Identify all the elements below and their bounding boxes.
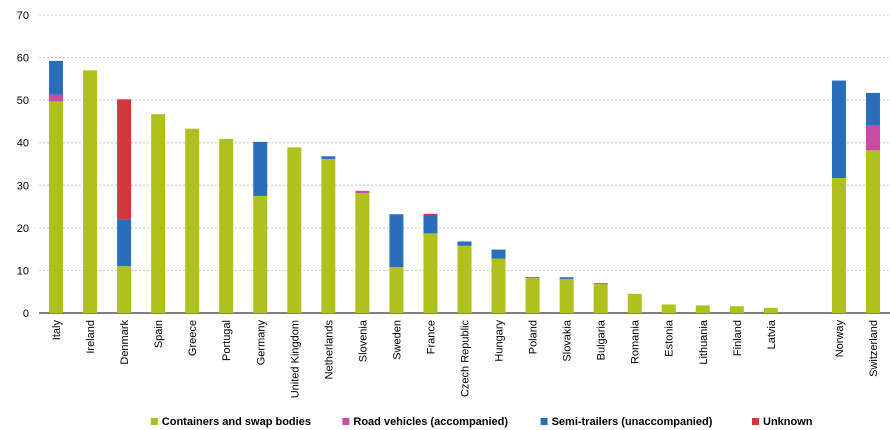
x-tick-label: Slovenia xyxy=(357,319,369,362)
bar-segment xyxy=(423,215,438,234)
bar-segment xyxy=(321,158,336,313)
bar-segment xyxy=(593,283,608,285)
legend: Containers and swap bodies Road vehicles … xyxy=(150,416,813,428)
bar-segment xyxy=(525,278,540,313)
legend-label: Semi-trailers (unaccompanied) xyxy=(552,416,713,428)
x-tick-label: Latvia xyxy=(766,319,778,349)
x-tick-label: Hungary xyxy=(494,320,506,362)
x-tick-label: Germany xyxy=(255,320,267,366)
x-tick-label: Czech Republic xyxy=(460,320,472,398)
bar-segment xyxy=(423,213,438,216)
legend-label: Unknown xyxy=(763,416,813,428)
bar-segment xyxy=(865,92,880,126)
x-tick-label: Spain xyxy=(153,320,165,348)
bar-segment xyxy=(253,141,268,196)
bar-segment xyxy=(831,80,846,179)
bar-segment xyxy=(627,293,642,313)
x-tick-label: France xyxy=(425,320,437,354)
y-tick-label: 50 xyxy=(17,95,29,107)
bar-segment xyxy=(865,150,880,313)
x-tick-label: Portugal xyxy=(221,320,233,361)
bar-segment xyxy=(865,125,880,151)
legend-swatch xyxy=(342,418,350,425)
x-tick-label: Estonia xyxy=(664,319,676,357)
bar-segment xyxy=(355,192,370,313)
legend-label: Containers and swap bodies xyxy=(162,416,311,428)
y-tick-label: 60 xyxy=(17,53,29,65)
bar-segment xyxy=(695,305,710,313)
x-tick-label: Italy xyxy=(51,320,63,341)
x-tick-label: United Kingdom xyxy=(289,320,301,398)
bar-segment xyxy=(389,214,404,268)
y-tick-label: 20 xyxy=(17,223,29,235)
bar-segment xyxy=(219,138,234,313)
bar-segment xyxy=(491,258,506,313)
bar-segment xyxy=(83,70,98,313)
bar-segment xyxy=(389,267,404,313)
y-tick-label: 70 xyxy=(17,10,29,22)
legend-swatch xyxy=(540,418,548,425)
x-tick-label: Sweden xyxy=(391,320,403,360)
y-tick-label: 0 xyxy=(23,308,29,320)
x-tick-label: Lithuania xyxy=(698,319,710,365)
x-tick-label: Finland xyxy=(732,320,744,356)
x-tick-label: Greece xyxy=(187,320,199,356)
bar-segment xyxy=(117,99,132,220)
bar-segment xyxy=(559,278,574,313)
x-tick-label: Netherlands xyxy=(323,320,335,380)
bar-segment xyxy=(185,128,200,313)
bar-segment xyxy=(321,156,336,159)
x-tick-label: Bulgaria xyxy=(596,319,608,360)
bar-segment xyxy=(457,245,472,313)
legend-swatch xyxy=(752,418,759,425)
bar-segment xyxy=(763,307,778,313)
bar-segment xyxy=(593,284,608,313)
y-tick-label: 30 xyxy=(17,180,29,192)
y-tick-label: 10 xyxy=(17,265,29,277)
x-tick-label: Denmark xyxy=(119,320,131,365)
bar-segment xyxy=(117,266,132,313)
bar-segment xyxy=(355,190,370,193)
legend-label: Road vehicles (accompanied) xyxy=(353,416,508,428)
x-tick-label: Norway xyxy=(834,320,846,358)
bar-segment xyxy=(831,178,846,313)
bar-segment xyxy=(49,101,64,313)
bar-segment xyxy=(253,195,268,313)
bar-segment xyxy=(49,60,64,95)
bar-segment xyxy=(151,114,166,313)
y-tick-label: 40 xyxy=(17,138,29,150)
bar-segment xyxy=(287,147,302,313)
bar-segment xyxy=(49,94,64,102)
bar-segment xyxy=(525,277,540,279)
bar-segment xyxy=(117,219,132,267)
legend-swatch xyxy=(150,418,158,425)
bar-segment xyxy=(729,306,744,313)
x-tick-label: Switzerland xyxy=(868,320,880,377)
bar-segment xyxy=(491,249,506,259)
x-tick-label: Poland xyxy=(528,320,540,354)
bar-segment xyxy=(423,233,438,313)
bar-segment xyxy=(661,304,676,313)
x-tick-label: Ireland xyxy=(85,320,97,354)
bar-segment xyxy=(457,241,472,246)
bar-segment xyxy=(559,277,574,279)
x-tick-label: Romania xyxy=(630,319,642,364)
x-tick-label: Slovakia xyxy=(562,319,574,361)
